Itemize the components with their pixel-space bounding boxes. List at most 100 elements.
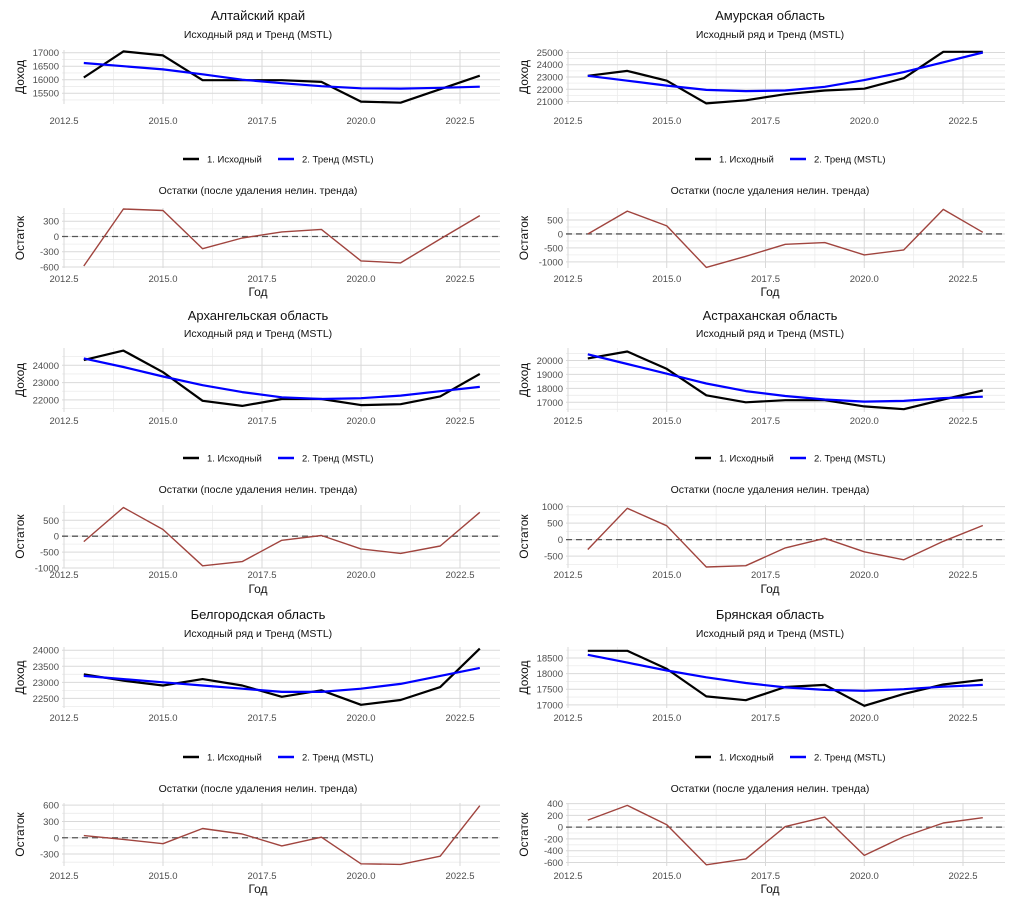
panel-subtitle: Исходный ряд и Тренд (MSTL) (696, 628, 844, 640)
y-axis-label: Остаток (517, 514, 531, 559)
y-tick-label: 17500 (537, 685, 563, 696)
x-tick-label: 2020.0 (346, 570, 375, 581)
x-tick-label: 2022.5 (445, 871, 474, 882)
panel-title: Алтайский край (211, 8, 305, 23)
x-axis-label: Год (760, 582, 779, 596)
series-trend-line (587, 51, 984, 93)
series-original-line (587, 350, 984, 411)
legend-label-original: 1. Исходный (719, 155, 774, 166)
legend: 1. Исходный 2. Тренд (MSTL) (695, 155, 886, 166)
x-tick-label: 2020.0 (850, 274, 879, 285)
x-axis-label: Год (760, 882, 779, 896)
y-tick-label: 300 (43, 217, 59, 228)
series-trend-line (587, 653, 983, 692)
residual-plot: -1000 -500 0 500 2012.5 2015.0 2017.5 2020.0 202… (13, 505, 500, 581)
y-tick-label: 16500 (33, 62, 59, 73)
x-tick-label: 2015.0 (148, 416, 177, 427)
panel-1: Амурская область Исходный ряд и Тренд (MS… (517, 8, 1005, 299)
y-tick-label: -500 (40, 548, 59, 559)
x-tick-label: 2012.5 (49, 116, 78, 127)
y-tick-label: 25000 (537, 48, 563, 59)
x-axis-label: Год (248, 582, 267, 596)
x-tick-label: 2017.5 (751, 274, 780, 285)
legend-label-trend: 2. Тренд (MSTL) (814, 454, 886, 465)
residual-line (83, 208, 481, 267)
legend-label-trend: 2. Тренд (MSTL) (302, 753, 374, 764)
y-tick-label: 19000 (537, 370, 563, 381)
x-tick-label: 2022.5 (948, 274, 977, 285)
y-tick-label: 18000 (537, 669, 563, 680)
residual-plot: -300 0 300 600 2012.5 2015.0 2017.5 2020.0 2022.… (13, 801, 500, 882)
y-axis-label: Доход (13, 660, 27, 694)
y-tick-label: 22500 (33, 694, 59, 705)
panel-subtitle: Исходный ряд и Тренд (MSTL) (696, 29, 844, 41)
x-tick-label: 2012.5 (553, 871, 582, 882)
residual-title: Остатки (после удаления нелин. тренда) (159, 484, 358, 496)
legend-label-original: 1. Исходный (207, 454, 262, 465)
y-tick-label: 200 (547, 811, 563, 822)
series-original-line (83, 50, 481, 104)
residual-plot: -1000 -500 0 500 2012.5 2015.0 2017.5 2020.0 202… (517, 208, 1005, 285)
x-axis-label: Год (760, 285, 779, 299)
x-tick-label: 2017.5 (247, 116, 276, 127)
y-axis-label: Остаток (13, 812, 27, 857)
y-axis-label: Остаток (517, 215, 531, 260)
panel-subtitle: Исходный ряд и Тренд (MSTL) (184, 29, 332, 41)
y-tick-label: 23000 (33, 378, 59, 389)
residual-title: Остатки (после удаления нелин. тренда) (159, 185, 358, 197)
y-axis-label: Доход (13, 363, 27, 397)
residual-title: Остатки (после удаления нелин. тренда) (671, 185, 870, 197)
y-tick-label: 15500 (33, 89, 59, 100)
y-tick-label: 24000 (33, 646, 59, 657)
x-tick-label: 2017.5 (751, 871, 780, 882)
panel-title: Амурская область (715, 8, 825, 23)
y-tick-label: 300 (43, 817, 59, 828)
x-tick-label: 2022.5 (948, 713, 977, 724)
y-tick-label: 18500 (537, 653, 563, 664)
y-tick-label: 1000 (542, 502, 563, 513)
x-tick-label: 2017.5 (247, 274, 276, 285)
x-tick-label: 2012.5 (553, 570, 582, 581)
y-tick-label: 0 (558, 229, 563, 240)
series-original-line (83, 647, 481, 706)
panel-subtitle: Исходный ряд и Тренд (MSTL) (696, 328, 844, 340)
x-tick-label: 2017.5 (751, 416, 780, 427)
y-axis-label: Доход (517, 60, 531, 94)
series-trend-line (83, 61, 480, 90)
y-tick-label: 23000 (33, 678, 59, 689)
y-axis-label: Остаток (13, 514, 27, 559)
x-tick-label: 2017.5 (247, 570, 276, 581)
panel-title: Брянская область (716, 607, 825, 622)
x-tick-label: 2017.5 (247, 871, 276, 882)
x-axis-label: Год (248, 285, 267, 299)
legend-label-trend: 2. Тренд (MSTL) (302, 155, 374, 166)
panel-4: Белгородская область Исходный ряд и Тренд… (13, 607, 500, 896)
y-tick-label: 22000 (537, 85, 563, 96)
legend-label-trend: 2. Тренд (MSTL) (302, 454, 374, 465)
series-trend-line (587, 353, 983, 403)
x-tick-label: 2022.5 (445, 274, 474, 285)
legend-label-trend: 2. Тренд (MSTL) (814, 155, 886, 166)
y-tick-label: 22000 (33, 395, 59, 406)
x-tick-label: 2020.0 (850, 871, 879, 882)
y-tick-label: 400 (547, 799, 563, 810)
x-tick-label: 2017.5 (751, 713, 780, 724)
x-tick-label: 2020.0 (346, 116, 375, 127)
x-tick-label: 2020.0 (850, 713, 879, 724)
x-tick-label: 2015.0 (652, 416, 681, 427)
x-axis-label: Год (248, 882, 267, 896)
legend: 1. Исходный 2. Тренд (MSTL) (183, 753, 374, 764)
y-axis-label: Доход (13, 60, 27, 94)
legend-label-original: 1. Исходный (207, 155, 262, 166)
x-tick-label: 2015.0 (148, 871, 177, 882)
x-tick-label: 2012.5 (553, 274, 582, 285)
y-tick-label: -300 (40, 850, 59, 861)
panel-2: Архангельская область Исходный ряд и Трен… (13, 308, 500, 596)
legend-label-original: 1. Исходный (719, 454, 774, 465)
y-tick-label: 18000 (537, 384, 563, 395)
x-tick-label: 2012.5 (49, 570, 78, 581)
x-tick-label: 2015.0 (148, 570, 177, 581)
residual-plot: -500 0 500 1000 2012.5 2015.0 2017.5 2020.0 2022… (517, 502, 1005, 581)
y-tick-label: -1000 (35, 564, 59, 575)
